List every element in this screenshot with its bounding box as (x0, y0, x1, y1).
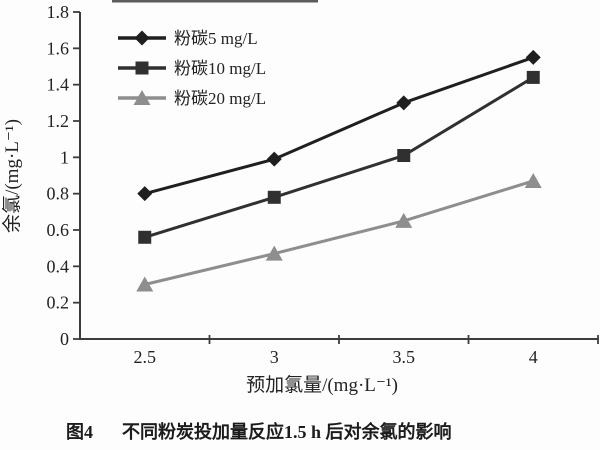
square-marker (135, 61, 149, 75)
legend-item: 粉碳20 mg/L (118, 89, 266, 108)
y-tick-label: 1.6 (47, 38, 70, 58)
scan-artifact-line (112, 0, 318, 3)
series-line-diamond (143, 55, 535, 196)
y-tick-label: 1.2 (47, 111, 70, 131)
x-category-label: 3.5 (393, 347, 416, 367)
diamond-marker (134, 30, 150, 46)
y-tick-label: 1.4 (47, 75, 70, 95)
x-axis-title: 预加氯量/(mg·L⁻¹) (246, 374, 398, 396)
y-tick-label: 1.8 (47, 2, 70, 22)
figure-caption-number: 图4 (66, 422, 93, 442)
plot-area: 0 0.2 0.4 0.6 0.8 1 1.2 1.4 1.6 1.8 2.5 3 3.5 4 粉碳5 mg… (47, 2, 599, 367)
series-line-square (143, 75, 535, 239)
y-tick-label: 0 (60, 329, 69, 349)
triangle-marker (524, 172, 542, 188)
series-line-triangle (143, 179, 535, 286)
y-tick-label: 0.4 (47, 256, 70, 276)
x-category-label: 3 (270, 347, 279, 367)
legend-item: 粉碳5 mg/L (118, 29, 258, 48)
triangle-marker (133, 90, 151, 105)
legend-item: 粉碳10 mg/L (118, 59, 266, 78)
legend-label: 粉碳10 mg/L (174, 59, 266, 78)
square-marker (526, 70, 540, 84)
triangle-marker (136, 276, 154, 292)
diamond-marker (266, 151, 282, 167)
y-tick-label: 1 (60, 147, 69, 167)
figure-caption-text: 不同粉炭投加量反应1.5 h 后对余氯的影响 (122, 421, 452, 442)
y-tick-label: 0.6 (47, 220, 70, 240)
square-marker (267, 190, 281, 204)
y-tick-label: 0.8 (47, 184, 70, 204)
x-category-label: 4 (529, 347, 538, 367)
x-category-label: 2.5 (134, 347, 157, 367)
y-axis-title: 余氯/(mg·L⁻¹) (1, 119, 23, 233)
legend-label: 粉碳5 mg/L (174, 29, 258, 48)
y-tick-label: 0.2 (47, 293, 70, 313)
legend-label: 粉碳20 mg/L (174, 89, 266, 108)
square-marker (138, 230, 152, 244)
triangle-marker (265, 245, 283, 261)
diamond-marker (396, 95, 412, 111)
diamond-marker (137, 186, 153, 202)
triangle-marker (395, 212, 413, 228)
diamond-marker (525, 49, 541, 65)
square-marker (397, 149, 411, 163)
